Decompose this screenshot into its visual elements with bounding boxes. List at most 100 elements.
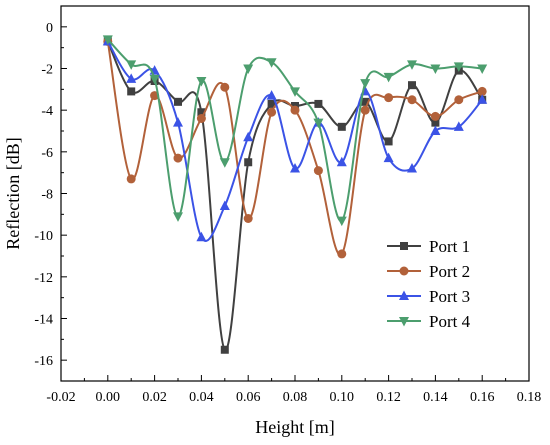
series-2 xyxy=(103,36,487,259)
data-point xyxy=(383,152,394,163)
data-point xyxy=(384,93,394,103)
data-point xyxy=(220,345,229,354)
series-group xyxy=(102,35,488,354)
x-tick-label: 0.06 xyxy=(236,390,261,405)
y-tick-label: -2 xyxy=(41,63,53,78)
data-point xyxy=(360,105,370,115)
x-axis-title: Height [m] xyxy=(255,417,334,437)
legend-item: Port 2 xyxy=(387,262,470,281)
data-point xyxy=(477,64,488,74)
data-point xyxy=(336,216,347,227)
x-tick-label: 0.00 xyxy=(96,390,121,405)
x-tick-label: 0.04 xyxy=(189,390,214,405)
data-point xyxy=(244,158,253,167)
data-point xyxy=(243,64,254,74)
legend-marker xyxy=(400,242,408,250)
x-tick-label: 0.14 xyxy=(423,390,448,405)
data-point xyxy=(384,137,393,146)
legend-label: Port 4 xyxy=(429,312,471,331)
data-point xyxy=(408,81,416,90)
data-point xyxy=(430,111,440,121)
data-point xyxy=(266,58,277,68)
legend-item: Port 3 xyxy=(387,287,470,306)
x-tick-label: 0.16 xyxy=(470,390,495,405)
plot-frame xyxy=(60,5,530,382)
x-tick-labels: -0.02 0.00 0.02 0.04 0.06 0.08 0.10 0.12 0.14 0.1… xyxy=(46,390,541,405)
data-point xyxy=(219,200,230,210)
y-tick-label: -16 xyxy=(34,354,53,369)
series-4 xyxy=(102,35,488,227)
data-point xyxy=(126,60,137,70)
data-point xyxy=(336,156,347,167)
data-point xyxy=(173,153,183,163)
y-tick-label: -12 xyxy=(34,271,53,286)
y-tick-label: -10 xyxy=(34,229,53,244)
data-point xyxy=(174,97,182,106)
x-tick-label: 0.12 xyxy=(376,390,401,405)
data-point xyxy=(127,87,136,96)
data-point xyxy=(196,114,206,123)
data-point xyxy=(220,82,230,92)
y-tick-label: 0 xyxy=(46,21,53,36)
data-point xyxy=(477,94,488,104)
data-point xyxy=(453,62,464,72)
x-tick-label: 0.08 xyxy=(283,390,308,405)
data-point xyxy=(313,166,323,176)
data-point xyxy=(407,163,417,173)
data-point xyxy=(173,117,183,127)
x-tick-label: 0.02 xyxy=(142,390,167,405)
y-tick-label: -6 xyxy=(41,146,53,161)
data-point xyxy=(267,107,277,117)
data-point xyxy=(361,97,370,106)
data-point xyxy=(454,95,464,105)
legend: Port 1 Port 2 Port 3 Port 4 xyxy=(387,237,471,331)
data-point xyxy=(407,95,417,105)
series-3 xyxy=(102,35,488,242)
legend-item: Port 4 xyxy=(387,312,471,331)
y-tick-label: -4 xyxy=(41,104,53,119)
data-point xyxy=(314,99,323,108)
y-tick-label: -8 xyxy=(41,188,53,203)
data-point xyxy=(267,99,276,108)
legend-item: Port 1 xyxy=(387,237,470,256)
y-tick-labels: 0 -2 -4 -6 -8 -10 -12 -14 -16 xyxy=(34,21,53,369)
data-point xyxy=(313,118,324,129)
data-point xyxy=(243,131,254,142)
x-tick-label: -0.02 xyxy=(46,390,75,405)
legend-label: Port 1 xyxy=(429,237,470,256)
legend-label: Port 2 xyxy=(429,262,470,281)
data-point xyxy=(453,121,464,131)
data-point xyxy=(196,231,207,242)
data-point xyxy=(102,35,113,45)
x-tick-label: 0.18 xyxy=(517,390,542,405)
legend-label: Port 3 xyxy=(429,287,470,306)
legend-marker xyxy=(399,290,409,300)
data-point xyxy=(196,77,207,87)
data-point xyxy=(149,74,160,85)
data-point xyxy=(266,90,277,100)
data-point xyxy=(430,64,441,74)
data-point xyxy=(383,72,394,83)
data-point xyxy=(477,86,487,96)
data-point xyxy=(430,125,441,135)
legend-marker xyxy=(399,317,409,327)
x-tick-label: 0.10 xyxy=(330,390,355,405)
data-point xyxy=(173,212,183,222)
data-point xyxy=(290,105,300,115)
y-axis-title: Reflection [dB] xyxy=(3,137,23,249)
data-point xyxy=(431,118,440,127)
data-point xyxy=(407,60,417,70)
data-point xyxy=(126,174,136,184)
data-point xyxy=(360,79,371,89)
series-1 xyxy=(103,37,487,354)
data-point xyxy=(243,214,253,223)
legend-marker xyxy=(399,266,409,276)
data-point xyxy=(290,163,300,173)
data-point xyxy=(219,158,230,168)
y-tick-label: -14 xyxy=(34,313,53,328)
data-point xyxy=(337,122,346,131)
data-point xyxy=(197,108,206,117)
data-point xyxy=(126,73,137,83)
data-point xyxy=(337,249,347,259)
